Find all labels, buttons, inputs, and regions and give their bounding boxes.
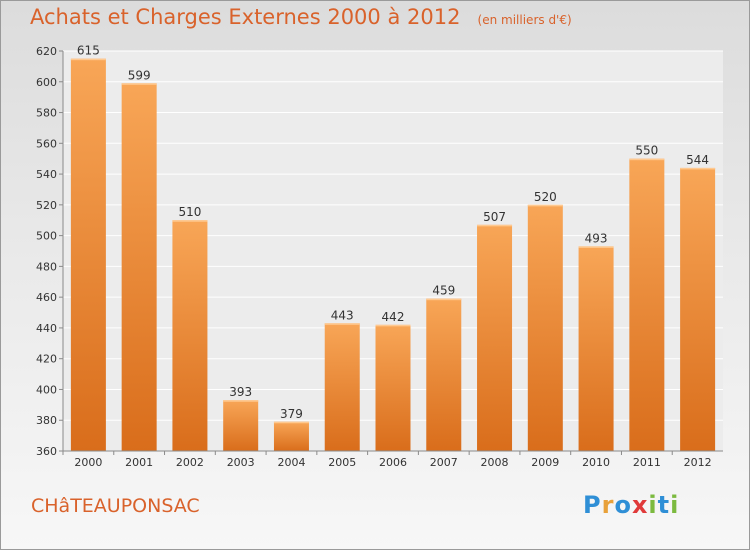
- logo-letter: r: [601, 491, 615, 519]
- y-tick-label: 600: [36, 76, 57, 89]
- bar: [375, 324, 411, 451]
- y-tick-label: 540: [36, 168, 57, 181]
- value-label: 550: [635, 144, 658, 158]
- bar: [527, 204, 563, 451]
- y-tick-label: 420: [36, 353, 57, 366]
- bar-highlight: [70, 58, 106, 61]
- y-tick-label: 620: [36, 45, 57, 58]
- bar: [70, 58, 106, 451]
- bar: [172, 220, 208, 451]
- y-tick-label: 480: [36, 260, 57, 273]
- value-label: 442: [382, 310, 405, 324]
- logo-letter: i: [670, 491, 680, 519]
- chart-unit: (en milliers d'€): [477, 13, 572, 27]
- y-tick-label: 440: [36, 322, 57, 335]
- x-tick-label: 2002: [176, 456, 204, 469]
- bar: [426, 298, 462, 451]
- bar-highlight: [172, 220, 208, 222]
- y-tick-label: 380: [36, 414, 57, 427]
- value-label: 459: [432, 284, 455, 298]
- y-tick-label: 360: [36, 445, 57, 458]
- commune-name: CHâTEAUPONSAC: [31, 495, 200, 517]
- y-tick-label: 580: [36, 107, 57, 120]
- value-label: 510: [178, 205, 201, 219]
- value-label: 493: [585, 231, 608, 245]
- bar: [680, 167, 716, 451]
- value-label: 520: [534, 190, 557, 204]
- value-label: 615: [77, 44, 100, 58]
- bar: [121, 83, 157, 452]
- bar: [223, 400, 259, 451]
- bar: [477, 224, 513, 451]
- value-label: 599: [128, 68, 151, 82]
- y-tick-label: 500: [36, 230, 57, 243]
- chart-title: Achats et Charges Externes 2000 à 2012: [30, 5, 461, 29]
- x-tick-label: 2000: [74, 456, 102, 469]
- value-label: 379: [280, 407, 303, 421]
- x-tick-label: 2001: [125, 456, 153, 469]
- x-tick-label: 2007: [430, 456, 458, 469]
- value-label: 393: [229, 385, 252, 399]
- x-tick-label: 2009: [531, 456, 559, 469]
- y-tick-label: 520: [36, 199, 57, 212]
- logo-letter: x: [631, 491, 649, 519]
- bar: [273, 421, 309, 451]
- value-label: 544: [686, 153, 709, 167]
- y-tick-label: 560: [36, 137, 57, 150]
- bar: [629, 158, 665, 451]
- title-row: Achats et Charges Externes 2000 à 2012 (…: [30, 5, 572, 29]
- x-tick-label: 2003: [227, 456, 255, 469]
- x-tick-label: 2008: [481, 456, 509, 469]
- x-tick-label: 2012: [684, 456, 712, 469]
- bar-highlight: [629, 158, 665, 161]
- x-tick-label: 2006: [379, 456, 407, 469]
- value-label: 443: [331, 308, 354, 322]
- bar-highlight: [121, 83, 157, 85]
- bar-highlight: [578, 246, 614, 248]
- bar-highlight: [426, 298, 462, 301]
- bar-highlight: [324, 323, 360, 325]
- x-tick-label: 2005: [328, 456, 356, 469]
- bar: [578, 246, 614, 451]
- bar-highlight: [273, 421, 309, 424]
- value-label: 507: [483, 210, 506, 224]
- y-tick-label: 400: [36, 383, 57, 396]
- logo-letter: o: [614, 491, 632, 519]
- bar-highlight: [527, 204, 563, 207]
- logo-letter: i: [648, 491, 658, 519]
- logo-letter: P: [583, 491, 602, 519]
- x-tick-label: 2011: [633, 456, 661, 469]
- x-tick-label: 2010: [582, 456, 610, 469]
- bar-highlight: [477, 224, 513, 227]
- bar-highlight: [375, 324, 411, 327]
- proxiti-logo: Proxiti: [583, 491, 679, 519]
- y-tick-label: 460: [36, 291, 57, 304]
- bar-highlight: [680, 167, 716, 170]
- logo-letter: t: [657, 491, 671, 519]
- bar: [324, 323, 360, 451]
- bar-highlight: [223, 400, 259, 402]
- x-tick-label: 2004: [277, 456, 305, 469]
